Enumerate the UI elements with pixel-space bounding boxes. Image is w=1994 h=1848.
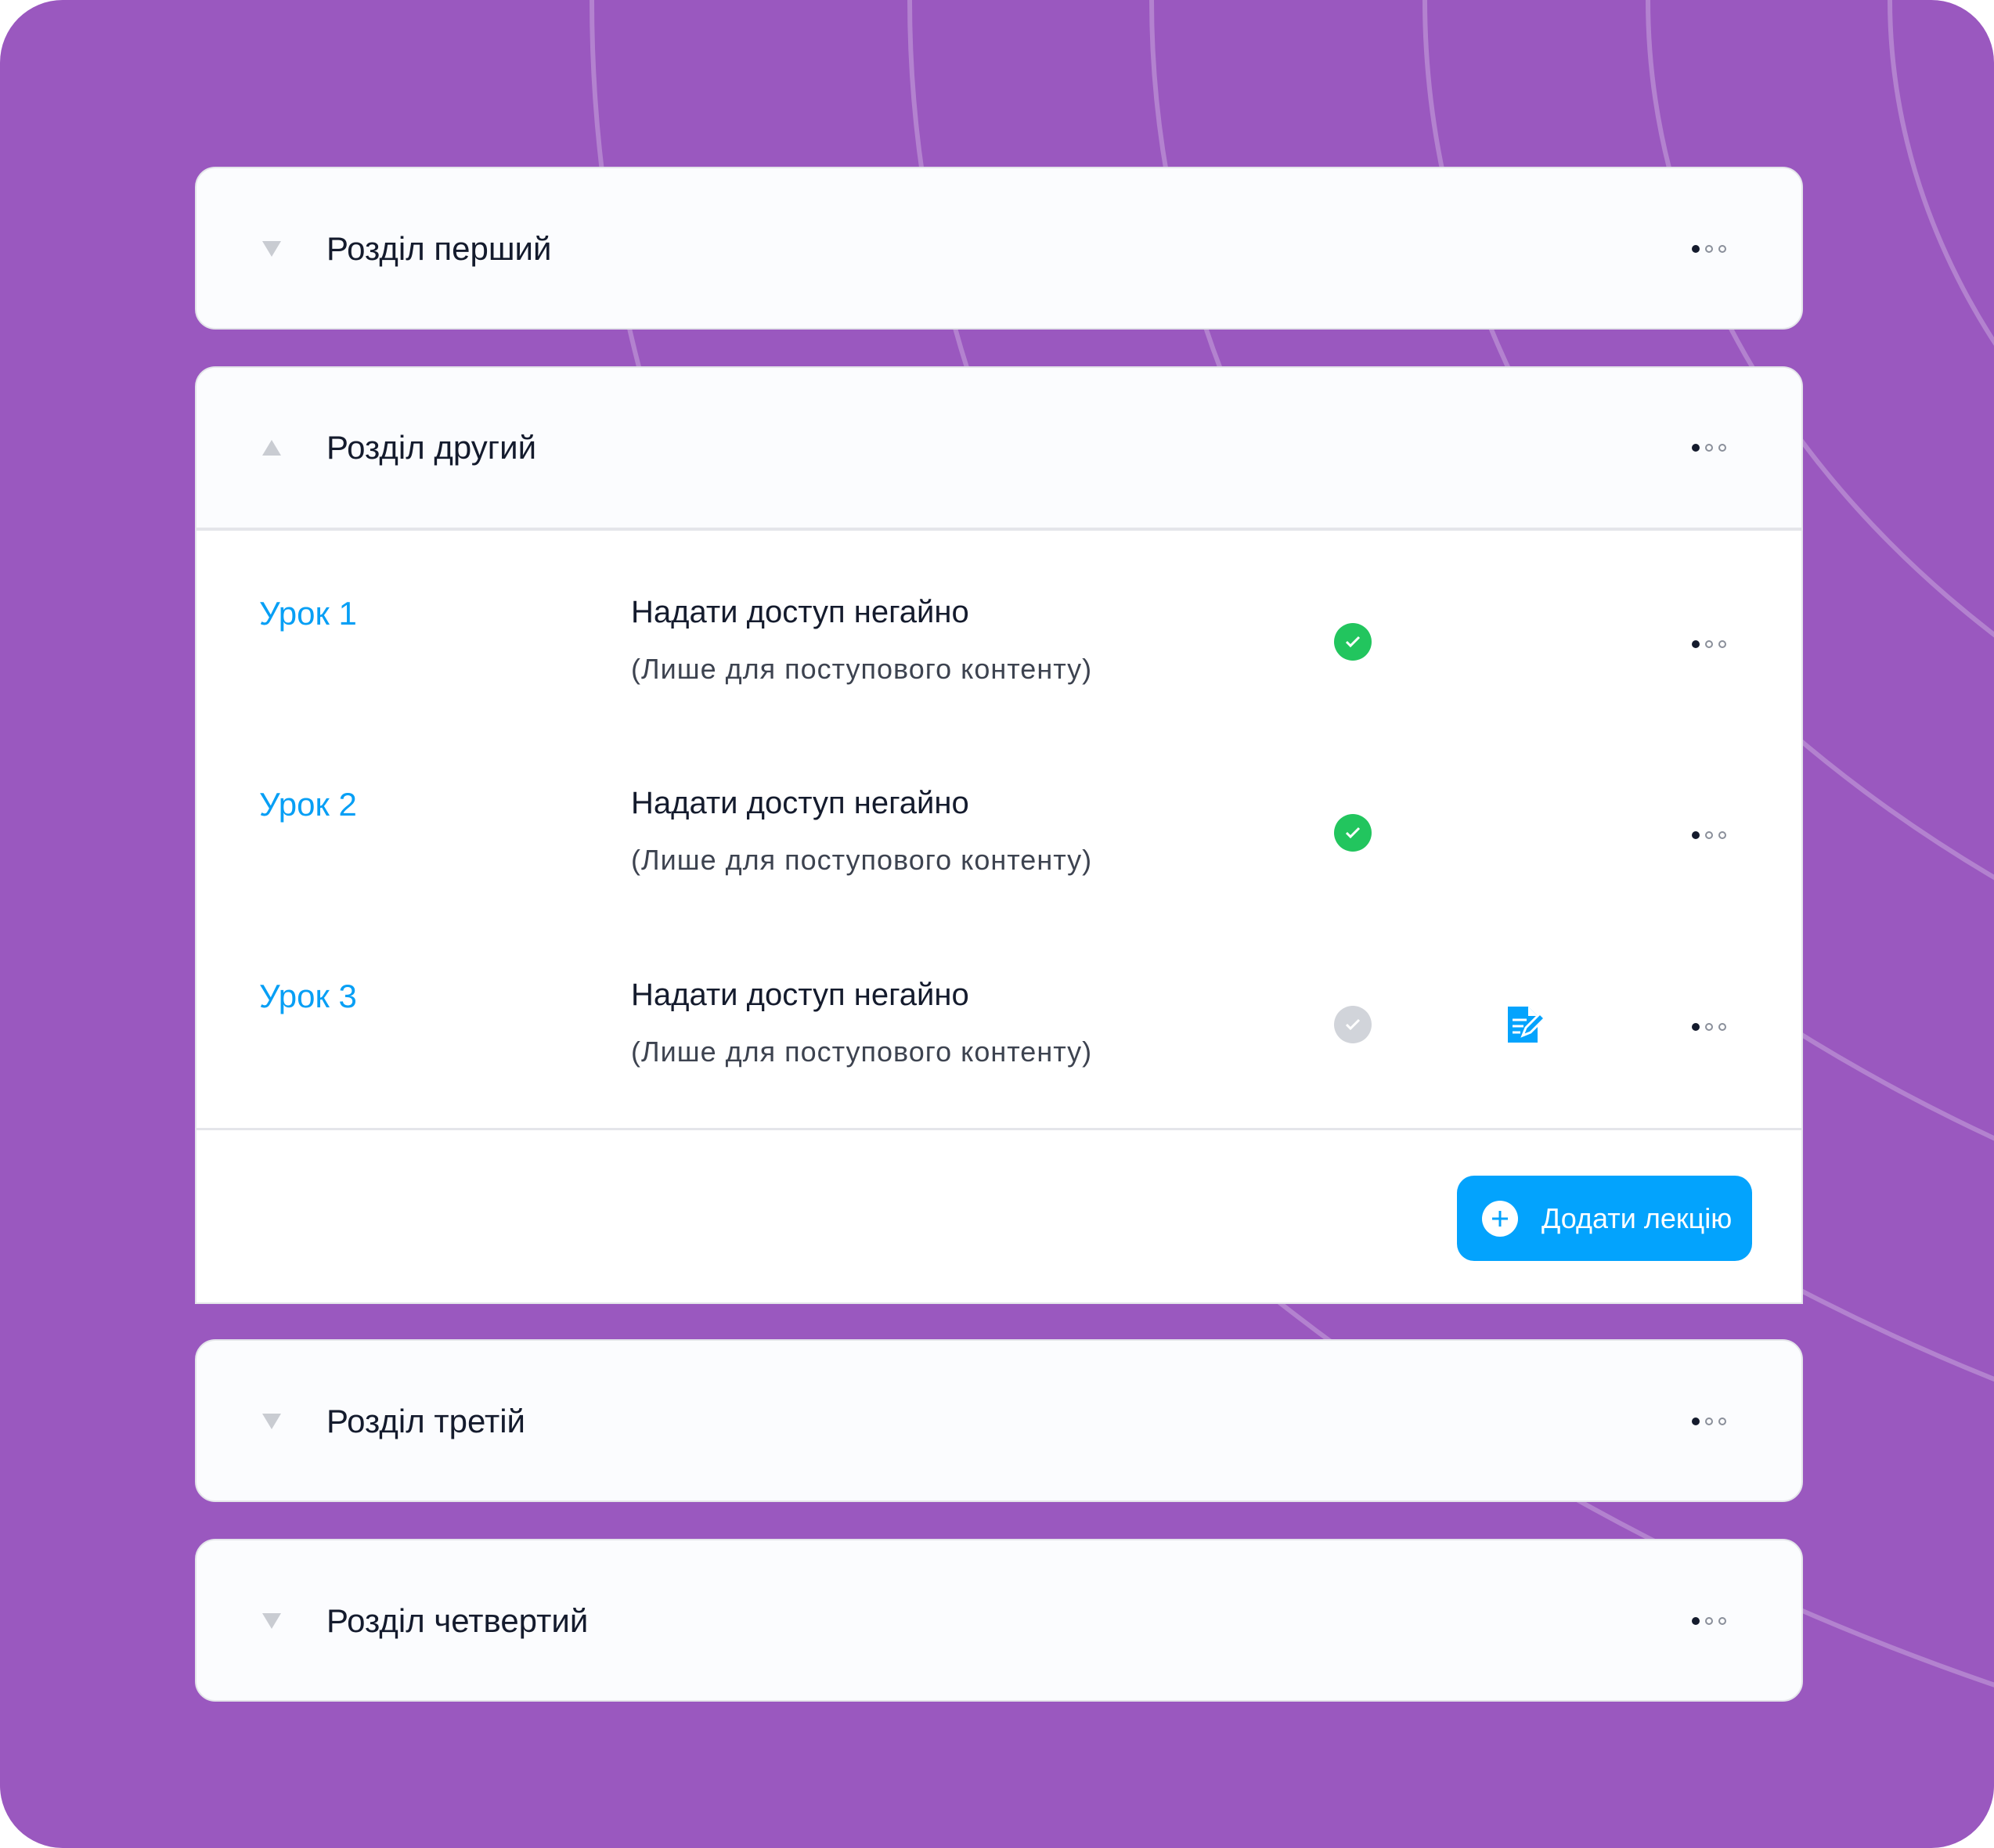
plus-icon	[1482, 1200, 1518, 1237]
section-header[interactable]: Розділ другий	[197, 368, 1801, 531]
section-title: Розділ другий	[326, 429, 537, 466]
check-circle-icon[interactable]	[1334, 814, 1372, 852]
section-card-1: Розділ перший	[195, 167, 1803, 330]
lesson-note: (Лише для поступового контенту)	[631, 844, 1093, 876]
lesson-access: Надати доступ негайно	[631, 978, 969, 1012]
chevron-up-icon[interactable]	[262, 440, 281, 456]
lesson-note: (Лише для поступового контенту)	[631, 1036, 1093, 1068]
lesson-link[interactable]: Урок 3	[259, 978, 357, 1014]
more-options-icon[interactable]	[1692, 245, 1726, 253]
check-circle-icon[interactable]	[1334, 623, 1372, 661]
lesson-access: Надати доступ негайно	[631, 786, 969, 820]
divider	[197, 1128, 1801, 1130]
section-header[interactable]: Розділ перший	[197, 168, 1801, 330]
lesson-note: (Лише для поступового контенту)	[631, 653, 1093, 685]
section-card-2: Розділ другий Урок 1 Надати доступ негай…	[195, 366, 1803, 1304]
chevron-down-icon[interactable]	[262, 241, 281, 257]
lesson-row: Урок 3 Надати доступ негайно (Лише для п…	[197, 978, 1801, 1134]
section-card-4: Розділ четвертий	[195, 1539, 1803, 1702]
section-title: Розділ перший	[326, 230, 552, 267]
section-card-3: Розділ третій	[195, 1339, 1803, 1502]
chevron-down-icon[interactable]	[262, 1414, 281, 1429]
section-title: Розділ четвертий	[326, 1602, 589, 1639]
more-options-icon[interactable]	[1692, 1418, 1726, 1425]
add-lecture-button[interactable]: Додати лекцію	[1457, 1176, 1752, 1261]
add-lecture-label: Додати лекцію	[1541, 1201, 1733, 1234]
edit-document-icon[interactable]	[1505, 1004, 1547, 1049]
more-options-icon[interactable]	[1692, 640, 1726, 648]
lesson-link[interactable]: Урок 1	[259, 595, 357, 632]
more-options-icon[interactable]	[1692, 1617, 1726, 1625]
lesson-access: Надати доступ негайно	[631, 595, 969, 629]
lesson-row: Урок 1 Надати доступ негайно (Лише для п…	[197, 595, 1801, 751]
section-title: Розділ третій	[326, 1403, 525, 1439]
lesson-row: Урок 2 Надати доступ негайно (Лише для п…	[197, 786, 1801, 942]
more-options-icon[interactable]	[1692, 1023, 1726, 1031]
section-header[interactable]: Розділ четвертий	[197, 1540, 1801, 1702]
lesson-link[interactable]: Урок 2	[259, 786, 357, 823]
chevron-down-icon[interactable]	[262, 1613, 281, 1629]
check-circle-icon[interactable]	[1334, 1006, 1372, 1043]
more-options-icon[interactable]	[1692, 444, 1726, 452]
section-header[interactable]: Розділ третій	[197, 1341, 1801, 1502]
more-options-icon[interactable]	[1692, 831, 1726, 839]
